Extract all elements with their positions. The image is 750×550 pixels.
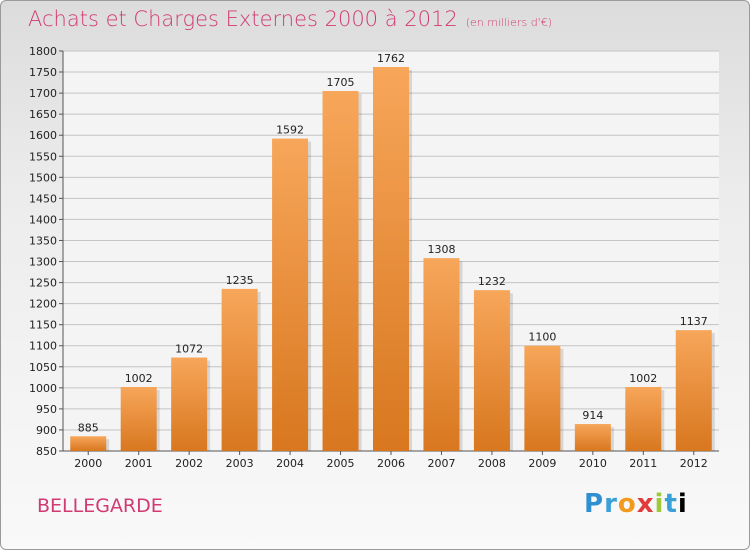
x-tick-label: 2003 xyxy=(226,457,254,470)
bar xyxy=(473,290,510,451)
chart-title-text: Achats et Charges Externes 2000 à 2012 xyxy=(28,7,458,31)
chart-title: Achats et Charges Externes 2000 à 2012 (e… xyxy=(28,7,552,31)
y-tick-label: 1500 xyxy=(29,171,57,184)
x-tick-label: 2001 xyxy=(125,457,153,470)
bar xyxy=(322,91,359,451)
location-label: BELLEGARDE xyxy=(37,495,163,517)
logo-letter: r xyxy=(604,489,618,519)
bar xyxy=(574,424,611,451)
data-label: 1072 xyxy=(175,343,203,356)
logo-letter: i xyxy=(654,489,665,519)
y-tick-label: 1550 xyxy=(29,150,57,163)
y-tick-label: 950 xyxy=(36,403,57,416)
y-tick-label: 900 xyxy=(36,424,57,437)
y-tick-label: 1200 xyxy=(29,298,57,311)
x-tick-label: 2004 xyxy=(276,457,304,470)
data-label: 1100 xyxy=(528,331,556,344)
x-tick-label: 2006 xyxy=(377,457,405,470)
y-tick-label: 1100 xyxy=(29,340,57,353)
y-tick-label: 1150 xyxy=(29,319,57,332)
y-tick-label: 1350 xyxy=(29,234,57,247)
y-tick-label: 1450 xyxy=(29,192,57,205)
data-label: 885 xyxy=(78,421,99,434)
bar xyxy=(272,138,309,451)
y-tick-label: 1600 xyxy=(29,129,57,142)
chart-subtitle: (en milliers d'€) xyxy=(465,16,552,29)
data-label: 1705 xyxy=(327,76,355,89)
y-tick-label: 1700 xyxy=(29,87,57,100)
y-tick-label: 1000 xyxy=(29,382,57,395)
bar xyxy=(171,357,208,451)
x-tick-label: 2005 xyxy=(327,457,355,470)
data-label: 914 xyxy=(582,409,603,422)
data-label: 1592 xyxy=(276,124,304,137)
bar xyxy=(625,387,662,451)
logo-letter: t xyxy=(664,489,678,519)
logo-letter: o xyxy=(617,489,637,519)
proxiti-logo: Proxiti xyxy=(584,489,688,519)
data-label: 1308 xyxy=(427,243,455,256)
logo-letter: i xyxy=(677,489,688,519)
logo-letter: P xyxy=(584,489,605,519)
bar xyxy=(120,387,157,451)
data-label: 1235 xyxy=(226,274,254,287)
bar xyxy=(221,288,258,451)
x-tick-label: 2002 xyxy=(175,457,203,470)
bar xyxy=(373,67,409,451)
y-tick-label: 1650 xyxy=(29,108,57,121)
x-tick-label: 2007 xyxy=(427,457,455,470)
bar xyxy=(675,330,712,451)
x-tick-label: 2011 xyxy=(629,457,657,470)
x-tick-label: 2012 xyxy=(680,457,708,470)
y-tick-label: 1300 xyxy=(29,256,57,269)
data-label: 1002 xyxy=(629,372,657,385)
bar xyxy=(70,436,107,451)
x-tick-label: 2000 xyxy=(74,457,102,470)
x-tick-label: 2009 xyxy=(528,457,556,470)
bar xyxy=(423,258,460,451)
y-tick-label: 1250 xyxy=(29,277,57,290)
x-tick-label: 2008 xyxy=(478,457,506,470)
y-tick-label: 1800 xyxy=(29,45,57,58)
y-tick-label: 1750 xyxy=(29,66,57,79)
bar xyxy=(524,345,561,451)
y-tick-label: 1050 xyxy=(29,361,57,374)
data-label: 1762 xyxy=(377,52,405,65)
x-tick-label: 2010 xyxy=(579,457,607,470)
data-label: 1232 xyxy=(478,275,506,288)
logo-letter: x xyxy=(636,489,655,519)
data-label: 1137 xyxy=(680,315,708,328)
y-tick-label: 1400 xyxy=(29,213,57,226)
data-label: 1002 xyxy=(125,372,153,385)
y-tick-label: 850 xyxy=(36,445,57,458)
